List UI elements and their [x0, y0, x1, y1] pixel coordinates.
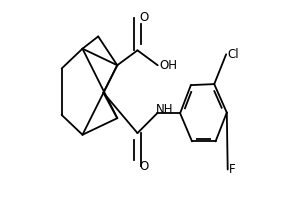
Text: O: O: [140, 11, 149, 24]
Text: O: O: [140, 160, 149, 173]
Text: NH: NH: [156, 103, 174, 116]
Text: OH: OH: [159, 59, 177, 72]
Text: F: F: [229, 163, 236, 176]
Text: Cl: Cl: [228, 48, 239, 61]
